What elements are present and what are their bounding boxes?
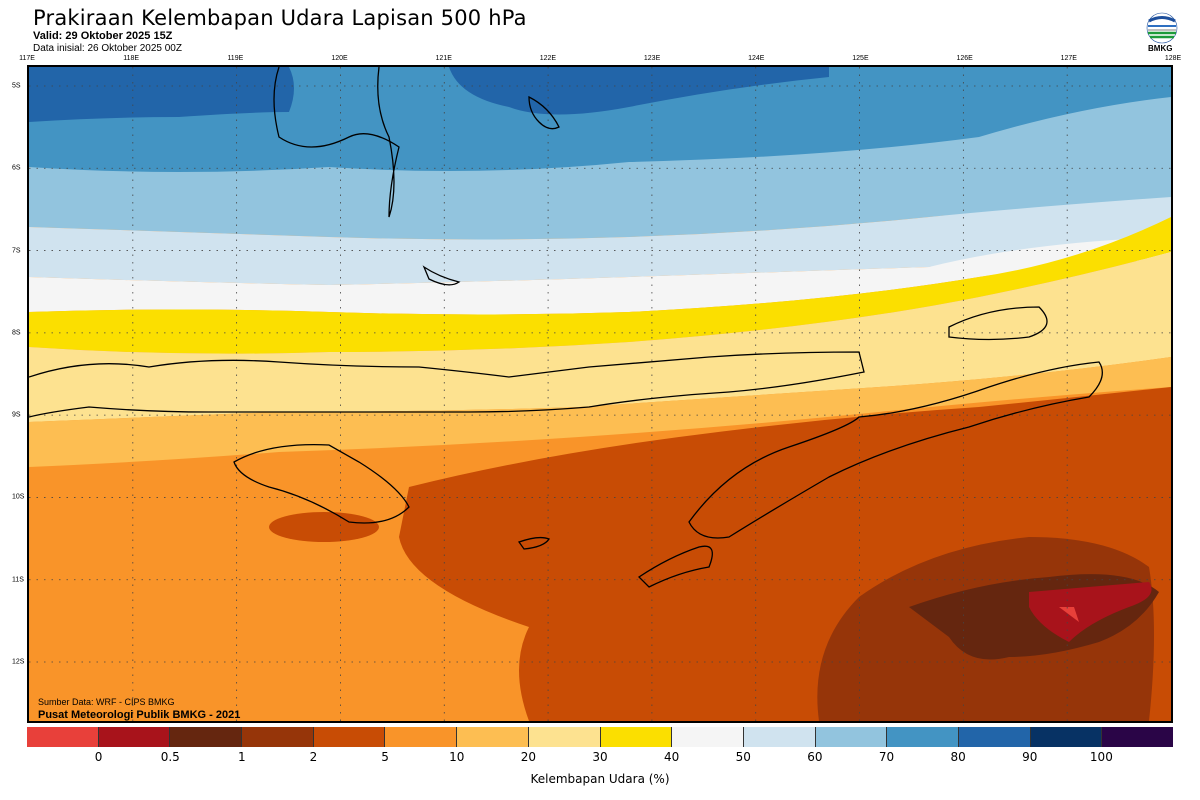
band-20-30 xyxy=(29,357,1171,467)
band-0-0.5 xyxy=(1059,607,1079,622)
colorbar-segment xyxy=(887,727,959,747)
lon-label-128E: 128E xyxy=(1164,55,1182,62)
grid-lines xyxy=(29,67,1171,721)
lat-label-5S: 5S xyxy=(12,82,21,90)
colorbar-segment xyxy=(672,727,744,747)
band-90-deep xyxy=(29,67,829,122)
island-buton xyxy=(528,95,560,130)
island-sulawesi xyxy=(273,67,400,218)
island-flores-north xyxy=(948,306,1048,341)
colorbar-segment xyxy=(457,727,529,747)
bmkg-logo-icon xyxy=(1146,12,1178,44)
colorbar-tick-label: 70 xyxy=(878,750,895,764)
island-sumba xyxy=(233,443,410,524)
colorbar-tick-label: 10 xyxy=(449,750,465,764)
colorbar-segment xyxy=(170,727,243,747)
colorbar-tick-label: 0 xyxy=(94,750,103,764)
lon-label-117E: 117E xyxy=(19,55,35,62)
colorbar-tick-label: 60 xyxy=(807,750,823,764)
colorbar-segment xyxy=(958,727,1031,747)
island-rote xyxy=(637,545,713,588)
island-timor xyxy=(688,361,1103,539)
lon-label-127E: 127E xyxy=(1060,55,1077,62)
colorbar-segment xyxy=(600,727,673,747)
lon-label-126E: 126E xyxy=(956,55,973,62)
humidity-map xyxy=(29,67,1171,721)
colorbar-title: Kelembapan Udara (%) xyxy=(530,772,670,786)
lat-label-8S: 8S xyxy=(12,329,21,337)
colorbar-segment xyxy=(27,727,99,747)
colorbar-tick-label: 40 xyxy=(663,750,680,764)
colorbar-segment xyxy=(242,727,314,747)
band-0.5-1 xyxy=(1029,582,1152,642)
map-area xyxy=(27,65,1173,723)
colorbar-segment xyxy=(1102,727,1173,747)
island-selayar xyxy=(422,265,461,286)
band-30-40 xyxy=(29,252,1171,422)
lon-label-119E: 119E xyxy=(227,55,244,62)
lon-label-123E: 123E xyxy=(643,55,661,62)
lon-label-125E: 125E xyxy=(852,55,869,62)
colorbar-tick-label: 0.5 xyxy=(160,750,180,764)
lat-label-11S: 11S xyxy=(12,576,24,584)
lon-label-120E: 120E xyxy=(331,55,348,62)
colorbar-segment xyxy=(1030,727,1103,747)
band-50-60 xyxy=(29,237,1171,315)
band-40-50 xyxy=(29,217,1171,354)
colorbar-tick-label: 5 xyxy=(381,750,389,764)
band-60-70 xyxy=(29,197,1171,285)
colorbar-tick-label: 50 xyxy=(735,750,751,764)
colorbar xyxy=(27,727,1173,747)
bmkg-logo-text: BMKG xyxy=(1148,44,1173,53)
colorbar-tick-label: 80 xyxy=(950,750,966,764)
island-sumbawa xyxy=(29,351,865,418)
lat-label-10S: 10S xyxy=(12,493,25,501)
lon-label-121E: 121E xyxy=(435,55,452,62)
lon-label-124E: 124E xyxy=(748,55,765,62)
lat-label-6S: 6S xyxy=(12,164,21,172)
colorbar-tick-label: 20 xyxy=(520,750,537,764)
colorbar-tick-label: 2 xyxy=(309,750,318,764)
lat-label-9S: 9S xyxy=(12,411,21,419)
band-5-10-patch xyxy=(269,512,379,542)
colorbar-segment xyxy=(313,727,386,747)
colorbar-segment xyxy=(385,727,458,747)
lat-label-7S: 7S xyxy=(12,247,21,255)
map-title: Prakiraan Kelembapan Udara Lapisan 500 h… xyxy=(33,6,527,30)
colorbar-segment xyxy=(815,727,888,747)
colorbar-segment xyxy=(528,727,601,747)
coastlines xyxy=(29,67,1103,588)
colorbar-segment xyxy=(98,727,171,747)
valid-time: Valid: 29 Oktober 2025 15Z xyxy=(33,30,173,42)
lon-label-118E: 118E xyxy=(123,55,140,62)
lon-label-122E: 122E xyxy=(539,55,557,62)
initial-data-time: Data inisial: 26 Oktober 2025 00Z xyxy=(33,43,182,54)
colorbar-tick-label: 90 xyxy=(1022,750,1038,764)
lat-label-12S: 12S xyxy=(12,658,25,666)
colorbar-tick-label: 100 xyxy=(1089,750,1113,764)
source-data-note: Sumber Data: WRF - CIPS BMKG xyxy=(38,697,175,707)
island-sawu xyxy=(517,536,550,550)
colorbar-segment xyxy=(743,727,816,747)
colorbar-tick-label: 1 xyxy=(238,750,246,764)
colorbar-tick-label: 30 xyxy=(592,750,608,764)
publisher-note: Pusat Meteorologi Publik BMKG - 2021 xyxy=(38,709,241,721)
